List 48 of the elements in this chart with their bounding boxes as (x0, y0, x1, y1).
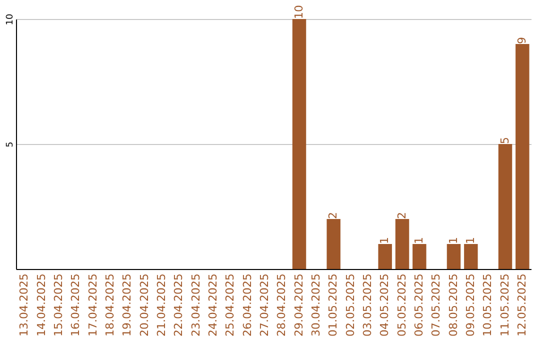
x-tick-label: 24.04.2025 (206, 274, 220, 336)
data-label: 1 (446, 237, 460, 244)
data-label: 1 (464, 237, 477, 244)
x-tick-label: 01.05.2025 (326, 274, 340, 336)
x-tick-label: 07.05.2025 (430, 274, 443, 336)
data-label: 10 (292, 5, 306, 19)
data-label: 2 (395, 212, 408, 219)
x-tick-label: 17.04.2025 (86, 274, 100, 336)
x-tick-label: 25.04.2025 (224, 274, 237, 336)
x-tick-label: 03.05.2025 (360, 274, 374, 336)
x-tick-label: 23.04.2025 (189, 274, 202, 336)
data-label: 1 (378, 237, 392, 244)
x-tick-label: 08.05.2025 (446, 274, 460, 336)
bar (378, 244, 392, 269)
x-tick-label: 14.04.2025 (34, 274, 48, 336)
x-tick-label: 28.04.2025 (275, 274, 288, 336)
x-tick-label: 20.04.2025 (138, 274, 151, 336)
x-tick-label: 15.04.2025 (52, 274, 65, 336)
bar (326, 219, 340, 269)
data-label: 2 (326, 212, 340, 219)
x-tick-label: 11.05.2025 (498, 274, 512, 336)
bar (395, 219, 410, 269)
x-tick-label: 06.05.2025 (412, 274, 426, 336)
bar (516, 44, 530, 269)
data-label: 1 (412, 237, 426, 244)
x-tick-label: 27.04.2025 (258, 274, 271, 336)
x-tick-label: 21.04.2025 (154, 274, 168, 336)
x-tick-label: 26.04.2025 (240, 274, 254, 336)
bar (446, 244, 461, 269)
x-tick-label: 19.04.2025 (120, 274, 134, 336)
x-tick-label: 18.04.2025 (103, 274, 116, 336)
bar (464, 244, 478, 269)
x-tick-label: 04.05.2025 (378, 274, 392, 336)
data-label: 9 (515, 37, 528, 44)
x-tick-label: 16.04.2025 (69, 274, 82, 336)
x-tick-label: 10.05.2025 (481, 274, 494, 336)
x-tick-label: 05.05.2025 (395, 274, 408, 336)
data-label: 5 (498, 137, 512, 144)
bar (498, 144, 512, 269)
bar (292, 19, 306, 269)
x-tick-label: 12.05.2025 (515, 274, 528, 336)
x-tick-label: 09.05.2025 (464, 274, 477, 336)
x-tick-label: 29.04.2025 (292, 274, 306, 336)
x-tick-label: 02.05.2025 (344, 274, 357, 336)
x-tick-label: 22.04.2025 (172, 274, 186, 336)
x-tick-label: 13.04.2025 (18, 274, 31, 336)
x-tick-label: 30.04.2025 (309, 274, 322, 336)
bar (412, 244, 426, 269)
